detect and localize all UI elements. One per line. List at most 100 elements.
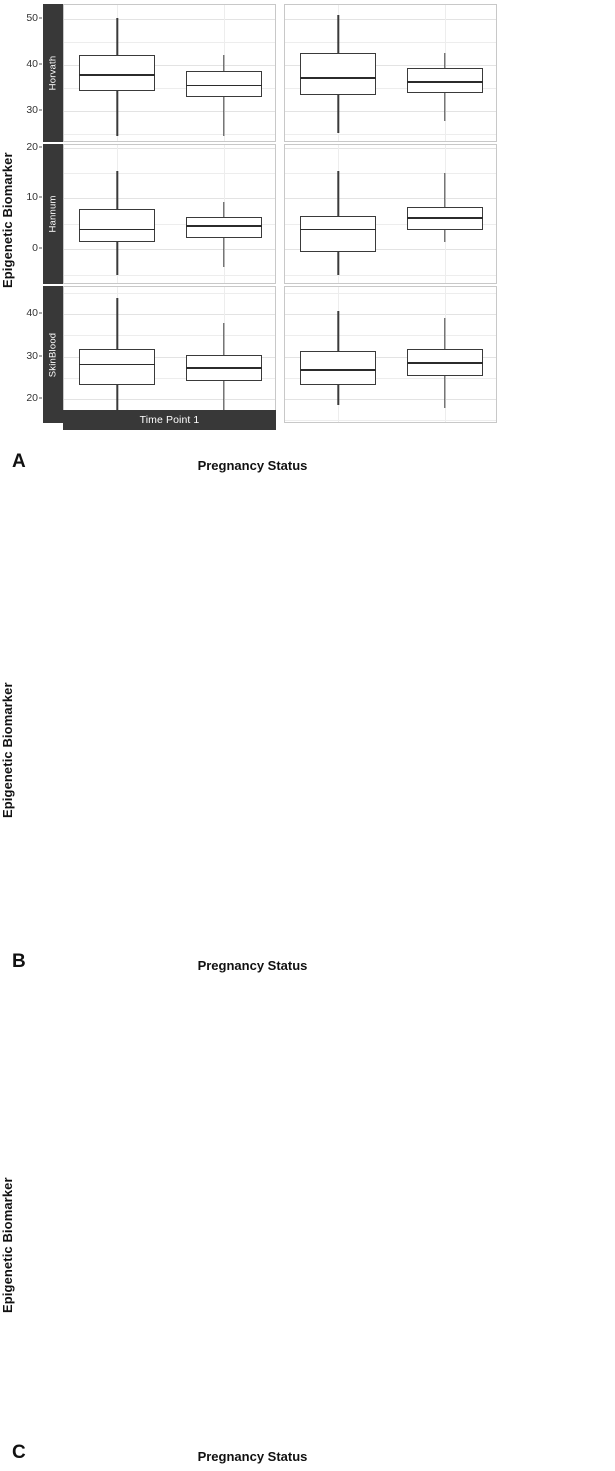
box-iqr: [79, 54, 156, 92]
boxplot-skinblood-tp2-pregnant: [406, 287, 483, 422]
gridline-minor: [64, 335, 275, 337]
gridline-major: [64, 18, 275, 20]
boxplot-horvath-tp2-nonpregnant: [300, 5, 377, 141]
panel-b-y-axis-label: Epigenetic Biomarker: [0, 682, 15, 818]
y-axis-tick-label: 20: [26, 140, 38, 153]
panel-b: Epigenetic Biomarker B Pregnancy Status: [0, 480, 615, 980]
facet-strip-label-skinblood: SkinBlood: [43, 286, 63, 423]
gridline-minor: [64, 87, 275, 89]
gridline-minor: [64, 173, 275, 174]
box-iqr: [185, 216, 262, 239]
facet-horvath-tp2: [284, 4, 497, 142]
y-axis-tick-label: 0: [32, 242, 38, 255]
y-axis-tick-mark: [39, 247, 42, 249]
gridline-major: [64, 398, 275, 400]
panel-c-x-axis-label: Pregnancy Status: [197, 1449, 308, 1464]
gridline-minor: [64, 377, 275, 379]
facet-strip-text: Horvath: [47, 55, 59, 91]
box-iqr: [185, 71, 262, 97]
y-axis-tick-mark: [39, 355, 42, 357]
gridline-minor: [285, 335, 496, 337]
median-line: [79, 363, 156, 366]
gridline-minor: [285, 274, 496, 276]
gridline-major: [64, 147, 275, 149]
boxplot-hannum-tp2-nonpregnant: [300, 145, 377, 283]
box-iqr: [300, 52, 377, 95]
panel-c: Epigenetic Biomarker C Pregnancy Status: [0, 955, 615, 1471]
panel-a-letter: A: [12, 451, 26, 472]
y-axis-tick-label: 10: [26, 191, 38, 204]
facet-strip-label-hannum: Hannum: [43, 144, 63, 284]
gridline-minor: [64, 274, 275, 276]
gridline-major: [285, 198, 496, 200]
gridline-major: [285, 110, 496, 112]
gridline-major: [64, 314, 275, 316]
y-axis-tick-mark: [39, 109, 42, 111]
gridline-major: [285, 398, 496, 400]
y-axis-tick-mark: [39, 63, 42, 65]
panel-c-letter: C: [12, 1442, 26, 1463]
box-iqr: [300, 350, 377, 386]
gridline-minor: [285, 87, 496, 89]
boxplot-horvath-tp2-pregnant: [406, 5, 483, 141]
gridline-minor: [285, 41, 496, 43]
gridline-minor: [285, 419, 496, 421]
facet-strip-label-horvath: Horvath: [43, 4, 63, 142]
boxplot-hannum-tp1-pregnant: [185, 145, 262, 283]
gridline-minor: [64, 293, 275, 295]
facet-horvath-tp1: [63, 4, 276, 142]
panel-a-x-axis-label: Pregnancy Status: [197, 458, 308, 473]
facet-skinblood-tp1: [63, 286, 276, 423]
median-line: [79, 74, 156, 77]
timepoint-strip-1: Time Point 1: [63, 410, 276, 430]
median-line: [300, 76, 377, 79]
box-iqr: [79, 349, 156, 385]
gridline-minor: [64, 133, 275, 135]
boxplot-skinblood-tp1-pregnant: [185, 287, 262, 422]
facet-skinblood-tp2: [284, 286, 497, 423]
gridline-major: [285, 314, 496, 316]
median-line: [79, 228, 156, 231]
box-iqr: [79, 209, 156, 243]
boxplot-skinblood-tp1-nonpregnant: [79, 287, 156, 422]
box-iqr: [406, 68, 483, 93]
y-axis-tick-label: 20: [26, 391, 38, 404]
facet-row-hannum: Hannum 0 10 20: [26, 141, 497, 284]
box-iqr: [300, 216, 377, 252]
gridline-minor: [285, 377, 496, 379]
median-line: [185, 225, 262, 227]
panel-b-x-axis-label: Pregnancy Status: [197, 958, 308, 973]
y-axis-tick-mark: [39, 17, 42, 19]
gridline-major: [285, 249, 496, 251]
gridline-major: [285, 18, 496, 20]
gridline-major: [285, 356, 496, 358]
gridline-major: [64, 356, 275, 358]
gridline-major: [64, 110, 275, 112]
y-axis-tick-mark: [39, 312, 42, 314]
gridline-minor: [285, 173, 496, 174]
boxplot-horvath-tp1-pregnant: [185, 5, 262, 141]
gridline-major: [64, 64, 275, 66]
gridline-major: [285, 147, 496, 149]
boxplot-hannum-tp1-nonpregnant: [79, 145, 156, 283]
gridline-major: [64, 249, 275, 251]
boxplot-horvath-tp1-nonpregnant: [79, 5, 156, 141]
facet-strip-text: SkinBlood: [47, 332, 59, 377]
panel-a-y-axis-label: Epigenetic Biomarker: [0, 152, 15, 288]
gridline-minor: [285, 133, 496, 135]
facet-hannum-tp1: [63, 144, 276, 284]
facet-strip-text: Hannum: [47, 195, 59, 233]
median-line: [185, 367, 262, 370]
median-line: [300, 368, 377, 371]
facet-hannum-tp2: [284, 144, 497, 284]
y-axis-tick-label: 40: [26, 307, 38, 320]
y-axis-tick-label: 40: [26, 57, 38, 70]
gridline-minor: [64, 41, 275, 43]
median-line: [406, 217, 483, 220]
median-line: [406, 362, 483, 365]
y-axis-tick-mark: [39, 397, 42, 399]
median-line: [185, 84, 262, 87]
boxplot-skinblood-tp2-nonpregnant: [300, 287, 377, 422]
y-axis-tick-label: 30: [26, 349, 38, 362]
